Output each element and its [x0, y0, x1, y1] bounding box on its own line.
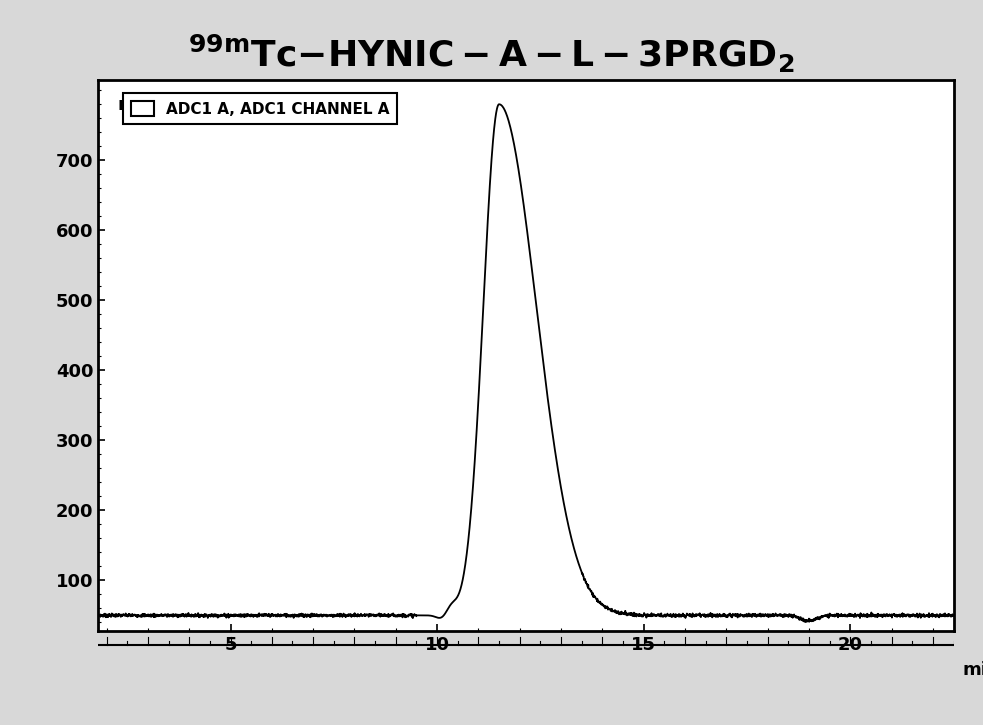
Legend: ADC1 A, ADC1 CHANNEL A: ADC1 A, ADC1 CHANNEL A [123, 93, 397, 124]
Text: mAU: mAU [117, 96, 164, 115]
Text: min: min [962, 661, 983, 679]
Text: $\mathbf{^{99m}Tc}$$\mathbf{-HYNIC-A-L-3PRGD_2}$: $\mathbf{^{99m}Tc}$$\mathbf{-HYNIC-A-L-3… [188, 33, 795, 75]
